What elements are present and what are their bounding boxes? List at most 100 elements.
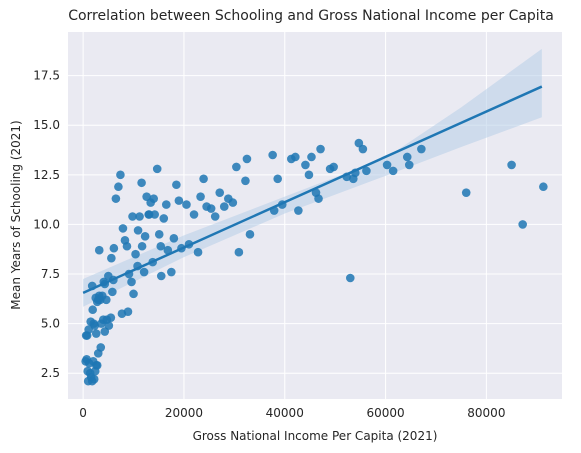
data-point — [91, 293, 101, 303]
data-point — [304, 170, 314, 180]
x-tick-label: 80000 — [467, 406, 505, 420]
data-point — [154, 230, 164, 239]
data-point — [294, 206, 303, 215]
data-point — [156, 241, 166, 251]
data-point — [461, 188, 471, 197]
data-point — [234, 247, 244, 257]
data-point — [84, 325, 93, 334]
x-tick-label: 0 — [79, 406, 87, 420]
data-point — [358, 144, 368, 154]
x-tick-label: 60000 — [366, 406, 404, 420]
data-point — [116, 170, 125, 180]
x-tick-labels: 0 20000 40000 60000 80000 — [79, 406, 505, 420]
data-point — [135, 212, 144, 221]
data-point — [404, 160, 414, 170]
data-point — [228, 198, 238, 207]
scatter-points — [81, 138, 548, 386]
y-tick-label: 12.5 — [33, 168, 60, 182]
data-point — [90, 321, 100, 330]
data-point — [163, 245, 173, 255]
data-point — [539, 182, 548, 192]
data-point — [106, 313, 116, 322]
data-point — [108, 287, 117, 297]
data-point — [169, 234, 179, 243]
data-point — [127, 277, 136, 287]
data-point — [133, 226, 143, 235]
data-point — [174, 196, 184, 205]
data-point — [241, 176, 250, 186]
data-point — [137, 178, 146, 188]
data-point — [123, 307, 133, 317]
data-point — [107, 253, 116, 263]
data-point — [245, 230, 255, 239]
data-point — [159, 214, 169, 223]
y-axis-label: Mean Years of Schooling (2021) — [9, 120, 23, 309]
y-tick-label: 2.5 — [41, 366, 60, 380]
data-point — [402, 152, 412, 162]
data-point — [114, 182, 123, 192]
regression-line — [82, 85, 543, 295]
data-point — [149, 194, 158, 203]
data-point — [314, 194, 323, 203]
data-point — [206, 204, 216, 213]
data-point — [152, 164, 162, 174]
data-point — [189, 210, 199, 219]
data-point — [89, 374, 99, 384]
data-point — [104, 321, 114, 330]
y-tick-label: 5.0 — [41, 317, 60, 331]
data-point — [182, 200, 191, 209]
data-point — [139, 267, 149, 277]
data-point — [140, 232, 150, 241]
data-point — [91, 329, 101, 338]
data-point — [301, 160, 310, 170]
chart-title: Correlation between Schooling and Gross … — [68, 8, 554, 24]
data-point — [137, 241, 147, 251]
data-point — [102, 295, 111, 305]
data-point — [144, 210, 154, 219]
data-point — [388, 166, 398, 176]
data-point — [242, 154, 252, 164]
data-point — [273, 174, 282, 184]
data-point — [199, 174, 208, 184]
data-point — [109, 243, 119, 253]
data-point — [196, 192, 205, 201]
data-point — [507, 160, 516, 170]
x-axis-label: Gross National Income Per Capita (2021) — [193, 429, 438, 443]
x-tick-label: 20000 — [165, 406, 203, 420]
data-point — [345, 273, 355, 283]
data-point — [172, 180, 181, 190]
y-tick-label: 15.0 — [33, 118, 60, 132]
data-point — [215, 188, 225, 197]
data-point — [362, 166, 371, 176]
data-point — [382, 160, 392, 170]
y-tick-label: 10.0 — [33, 217, 60, 231]
data-point — [307, 152, 316, 162]
data-point — [94, 245, 104, 255]
y-tick-label: 7.5 — [41, 267, 60, 281]
y-tick-label: 17.5 — [33, 69, 60, 83]
x-tick-label: 40000 — [266, 406, 304, 420]
data-point — [316, 144, 325, 154]
data-point — [193, 247, 203, 257]
data-point — [291, 152, 300, 162]
data-point — [268, 150, 277, 160]
data-point — [156, 271, 166, 281]
data-point — [417, 144, 426, 154]
y-tick-labels: 2.5 5.0 7.5 10.0 12.5 15.0 17.5 — [33, 69, 60, 381]
data-point — [161, 200, 171, 209]
data-point — [167, 267, 176, 277]
data-point — [210, 212, 220, 221]
data-point — [329, 162, 338, 172]
data-point — [131, 249, 140, 259]
data-point — [219, 202, 229, 211]
data-point — [88, 305, 97, 315]
data-point — [96, 343, 106, 352]
data-point — [128, 212, 137, 221]
data-point — [111, 194, 121, 203]
data-point — [92, 360, 102, 370]
data-point — [129, 289, 138, 299]
data-point — [232, 162, 241, 172]
data-point — [518, 220, 527, 229]
data-point — [118, 224, 128, 233]
data-point — [122, 241, 132, 251]
